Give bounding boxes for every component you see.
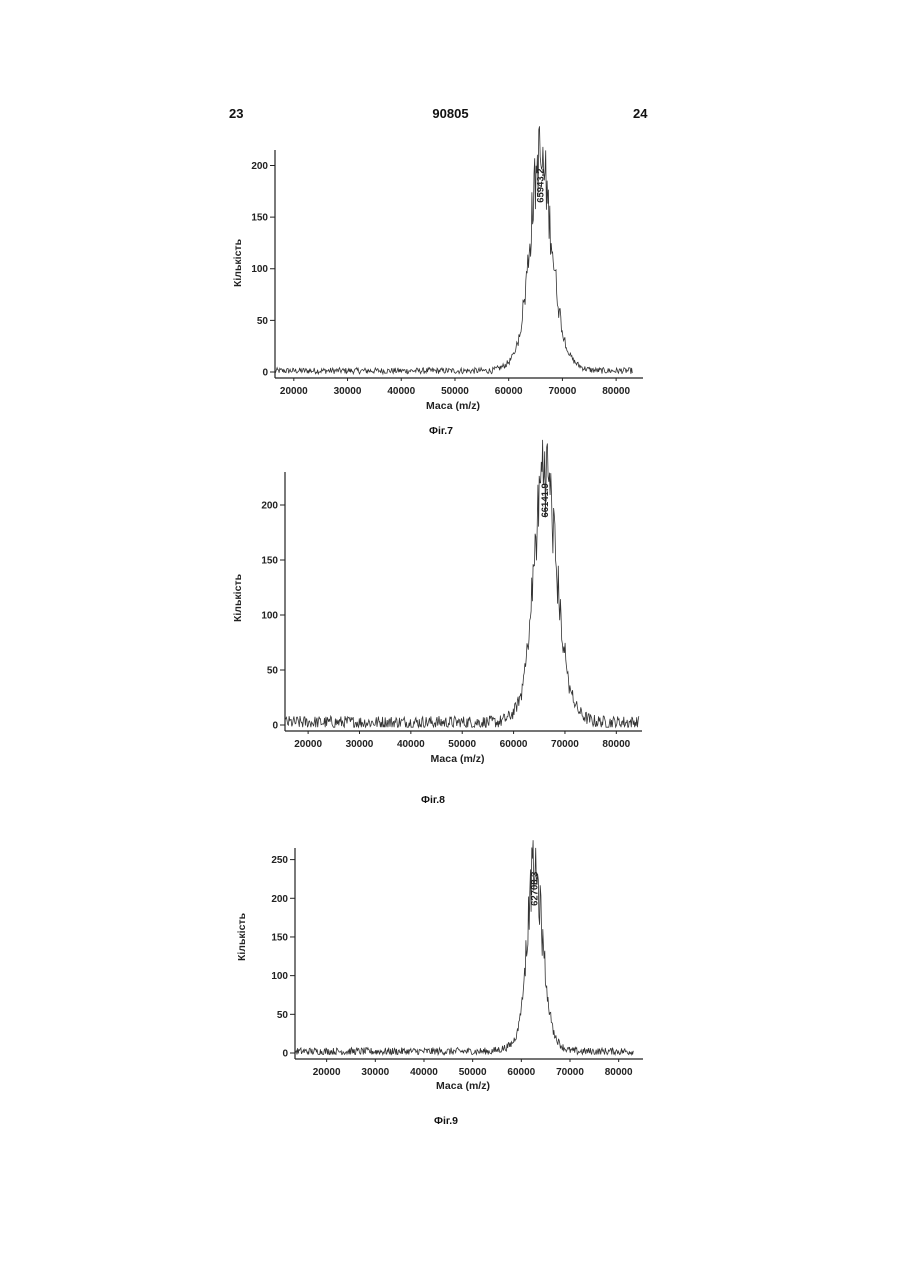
y-tick-label: 100: [261, 611, 278, 622]
y-tick-label: 0: [282, 1049, 288, 1060]
x-tick-label: 20000: [280, 386, 308, 397]
x-tick-label: 80000: [602, 739, 630, 750]
x-axis-title: Маса (m/z): [436, 1080, 490, 1092]
chart-8: 0 50 100 150 200 20000 30000 40000 50000 60000 700…: [232, 440, 642, 765]
x-axis-title: Маса (m/z): [426, 400, 480, 412]
x-tick-label: 20000: [294, 739, 322, 750]
x-tick-label: 60000: [507, 1067, 535, 1078]
y-tick-label: 50: [277, 1010, 289, 1021]
y-tick-label: 250: [271, 855, 288, 866]
x-tick-label: 70000: [549, 386, 577, 397]
x-tick-label: 40000: [387, 386, 415, 397]
y-tick-label: 50: [267, 666, 279, 677]
x-tick-label: 70000: [556, 1067, 584, 1078]
y-tick-label: 100: [271, 971, 288, 982]
y-tick-label: 100: [251, 264, 268, 275]
x-tick-label: 50000: [459, 1067, 487, 1078]
x-tick-label: 50000: [448, 739, 476, 750]
y-tick-label: 150: [251, 213, 268, 224]
y-tick-label: 150: [271, 932, 288, 943]
spectrum-trace: [295, 840, 633, 1054]
y-axis-title: Кількість: [232, 573, 244, 622]
x-tick-label: 70000: [551, 739, 579, 750]
y-tick-label: 200: [251, 161, 268, 172]
x-tick-label: 80000: [605, 1067, 633, 1078]
x-tick-label: 20000: [313, 1067, 341, 1078]
spectrum-trace: [275, 126, 632, 373]
x-tick-label: 50000: [441, 386, 469, 397]
figure-caption-fig9: Фіг.9: [434, 1115, 458, 1127]
x-tick-label: 40000: [397, 739, 425, 750]
x-tick-label: 30000: [334, 386, 362, 397]
y-tick-label: 150: [261, 556, 278, 567]
figure-caption-fig8: Фіг.8: [421, 794, 445, 806]
x-tick-label: 60000: [495, 386, 523, 397]
x-tick-label: 80000: [602, 386, 630, 397]
x-axis-title: Маса (m/z): [431, 753, 485, 765]
y-tick-label: 50: [257, 316, 269, 327]
chart-7: 0 50 100 150 200 20000 30000 40000 50000 60000 700…: [232, 126, 643, 412]
y-tick-label: 0: [272, 721, 278, 732]
y-tick-label: 0: [262, 368, 268, 379]
x-tick-label: 60000: [500, 739, 528, 750]
page-number-right: 24: [633, 106, 647, 121]
x-tick-label: 30000: [346, 739, 374, 750]
figure-caption-fig7: Фіг.7: [429, 425, 453, 437]
spectrum-trace: [285, 440, 639, 727]
x-tick-label: 40000: [410, 1067, 438, 1078]
x-tick-label: 30000: [361, 1067, 389, 1078]
peak-label: 66141.9: [540, 483, 551, 517]
peak-label: 62708.3: [530, 872, 541, 906]
chart-9: 0 50 100 150 200 250 20000 30000 40000 50000 60000…: [236, 840, 643, 1092]
y-tick-label: 200: [271, 894, 288, 905]
y-tick-label: 200: [261, 501, 278, 512]
peak-label: 65943.2: [536, 168, 547, 202]
document-number: 90805: [0, 106, 901, 121]
y-axis-title: Кількість: [236, 912, 248, 961]
y-axis-title: Кількість: [232, 238, 244, 287]
